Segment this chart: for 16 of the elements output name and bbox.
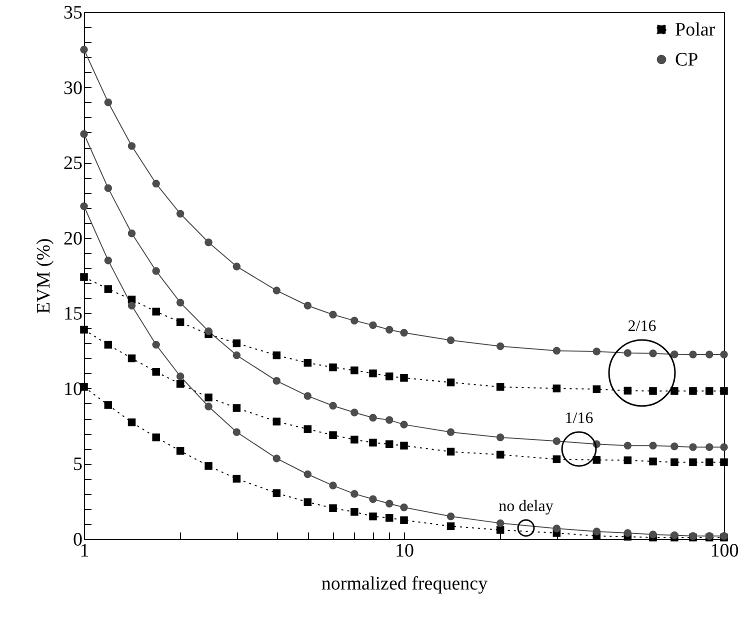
annotation: no delay [498, 498, 554, 515]
y-tick-label: 20 [64, 228, 82, 250]
x-tick-label: 10 [395, 540, 414, 562]
y-tick-label: 5 [73, 454, 82, 476]
x-tick-label: 100 [710, 540, 739, 562]
y-axis-title: EVM (%) [34, 238, 54, 314]
y-tick-label: 15 [64, 304, 82, 325]
x-axis-title: normalized frequency [321, 574, 488, 594]
annotation: 2/16 [628, 318, 656, 335]
legend-label: Polar [675, 20, 716, 40]
y-tick-label: 25 [64, 153, 82, 174]
annotation: 1/16 [564, 410, 594, 427]
y-tick-label: 35 [64, 2, 82, 24]
y-tick-label: 30 [64, 78, 82, 99]
legend-label: CP [675, 50, 698, 70]
y-tick-label: 0 [73, 530, 82, 550]
